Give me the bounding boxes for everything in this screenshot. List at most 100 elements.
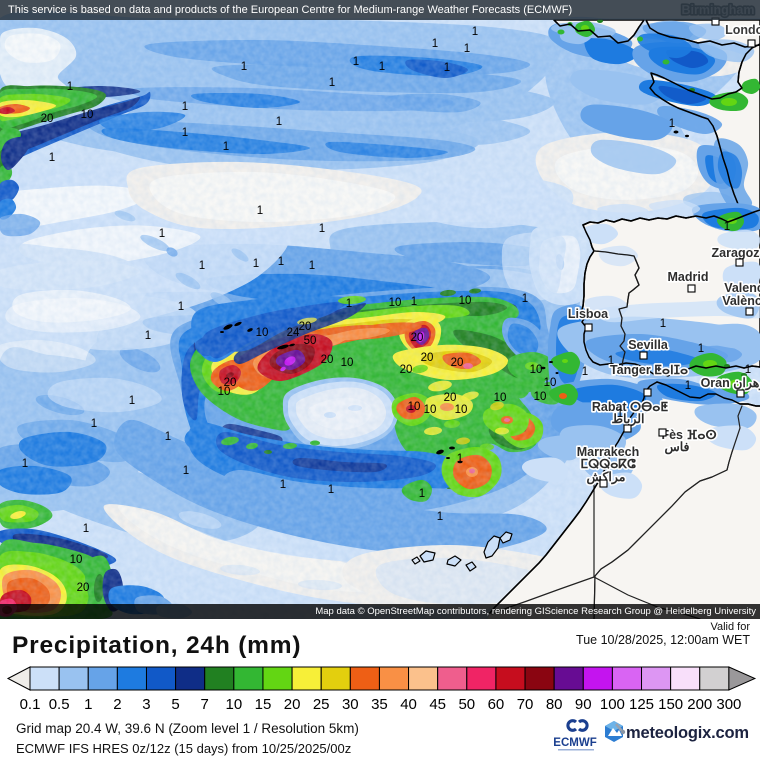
svg-text:1: 1	[84, 696, 92, 713]
svg-text:80: 80	[546, 696, 563, 713]
svg-text:1: 1	[278, 256, 284, 268]
svg-text:Rabat ⵔⴱⴰⵟ: Rabat ⵔⴱⴰⵟ	[592, 400, 668, 414]
svg-text:Zaragoza: Zaragoza	[712, 246, 760, 260]
svg-text:15: 15	[255, 696, 272, 713]
svg-text:Sevilla: Sevilla	[628, 338, 669, 352]
svg-text:3: 3	[142, 696, 150, 713]
svg-text:0.1: 0.1	[20, 696, 41, 713]
svg-text:Marrakech: Marrakech	[577, 445, 640, 459]
svg-text:10: 10	[256, 327, 269, 339]
svg-text:20: 20	[77, 582, 90, 594]
svg-text:1: 1	[178, 301, 184, 313]
svg-text:London: London	[725, 23, 760, 37]
svg-text:10: 10	[455, 404, 468, 416]
svg-text:فاس: فاس	[664, 440, 689, 455]
svg-text:20: 20	[444, 392, 457, 404]
svg-text:1: 1	[67, 81, 73, 93]
svg-text:10: 10	[534, 391, 547, 403]
svg-text:10: 10	[81, 109, 94, 121]
svg-text:45: 45	[429, 696, 446, 713]
svg-text:1: 1	[724, 221, 730, 233]
svg-text:1: 1	[669, 118, 675, 130]
svg-text:Lisboa: Lisboa	[568, 307, 609, 321]
svg-text:Tanger ⵟⴰⵏⵊⴰ: Tanger ⵟⴰⵏⵊⴰ	[610, 363, 688, 377]
svg-text:10: 10	[225, 696, 242, 713]
svg-text:1: 1	[328, 484, 334, 496]
svg-text:مراكش: مراكش	[587, 470, 626, 485]
svg-text:1: 1	[91, 418, 97, 430]
svg-text:1: 1	[49, 152, 55, 164]
svg-text:60: 60	[488, 696, 505, 713]
svg-text:10: 10	[424, 404, 437, 416]
svg-text:1: 1	[280, 479, 286, 491]
svg-text:20: 20	[299, 321, 312, 333]
svg-text:1: 1	[309, 260, 315, 272]
svg-text:meteologix.com: meteologix.com	[626, 724, 749, 742]
svg-text:Valènc: Valènc	[722, 294, 760, 308]
svg-text:5: 5	[171, 696, 179, 713]
svg-text:200: 200	[687, 696, 712, 713]
svg-text:1: 1	[83, 523, 89, 535]
svg-text:90: 90	[575, 696, 592, 713]
svg-text:10: 10	[530, 364, 543, 376]
svg-text:1: 1	[276, 116, 282, 128]
svg-text:20: 20	[224, 377, 237, 389]
svg-text:1: 1	[432, 38, 438, 50]
svg-text:ⵎⵕⵕⴰⴽⵛ: ⵎⵕⵕⴰⴽⵛ	[580, 457, 637, 471]
svg-text:40: 40	[400, 696, 417, 713]
svg-text:50: 50	[458, 696, 475, 713]
svg-text:1: 1	[223, 141, 229, 153]
svg-text:1: 1	[329, 77, 335, 89]
svg-text:1: 1	[145, 330, 151, 342]
svg-text:2: 2	[113, 696, 121, 713]
svg-text:1: 1	[159, 228, 165, 240]
svg-text:0.5: 0.5	[49, 696, 70, 713]
svg-text:20: 20	[411, 332, 424, 344]
svg-text:1: 1	[444, 62, 450, 74]
svg-text:10: 10	[218, 386, 231, 398]
svg-text:1: 1	[379, 61, 385, 73]
svg-text:1: 1	[608, 355, 614, 367]
svg-text:20: 20	[41, 113, 54, 125]
svg-text:1: 1	[183, 465, 189, 477]
svg-text:10: 10	[544, 377, 557, 389]
svg-text:1: 1	[182, 127, 188, 139]
svg-text:ECMWF: ECMWF	[553, 737, 596, 749]
svg-text:Fès ⴼⴰⵙ: Fès ⴼⴰⵙ	[661, 428, 717, 442]
svg-text:300: 300	[716, 696, 741, 713]
svg-text:1: 1	[199, 260, 205, 272]
svg-text:1: 1	[241, 61, 247, 73]
svg-text:1: 1	[698, 343, 704, 355]
svg-text:1: 1	[129, 395, 135, 407]
svg-text:35: 35	[371, 696, 388, 713]
svg-text:1: 1	[22, 458, 28, 470]
svg-text:1: 1	[319, 223, 325, 235]
svg-text:1: 1	[745, 364, 751, 376]
svg-text:1: 1	[582, 366, 588, 378]
svg-text:1: 1	[165, 431, 171, 443]
svg-text:125: 125	[629, 696, 654, 713]
svg-text:50: 50	[304, 335, 317, 347]
svg-text:10: 10	[341, 357, 354, 369]
svg-text:24: 24	[287, 327, 300, 339]
svg-text:1: 1	[660, 318, 666, 330]
svg-text:1: 1	[472, 26, 478, 38]
svg-text:20: 20	[451, 357, 464, 369]
svg-text:10: 10	[70, 554, 83, 566]
svg-text:1: 1	[464, 43, 470, 55]
svg-text:70: 70	[517, 696, 534, 713]
svg-text:20: 20	[421, 352, 434, 364]
svg-text:Oran وهران: Oran وهران	[701, 376, 760, 391]
svg-text:Madrid: Madrid	[668, 270, 709, 284]
svg-text:10: 10	[408, 401, 421, 413]
svg-text:Valenc: Valenc	[724, 281, 760, 295]
svg-text:1: 1	[182, 101, 188, 113]
svg-text:20: 20	[284, 696, 301, 713]
svg-text:10: 10	[389, 297, 402, 309]
svg-text:7: 7	[201, 696, 209, 713]
svg-text:20: 20	[400, 364, 413, 376]
svg-text:1: 1	[346, 298, 352, 310]
svg-text:150: 150	[658, 696, 683, 713]
svg-text:10: 10	[494, 392, 507, 404]
svg-text:الرباط: الرباط	[611, 412, 644, 427]
